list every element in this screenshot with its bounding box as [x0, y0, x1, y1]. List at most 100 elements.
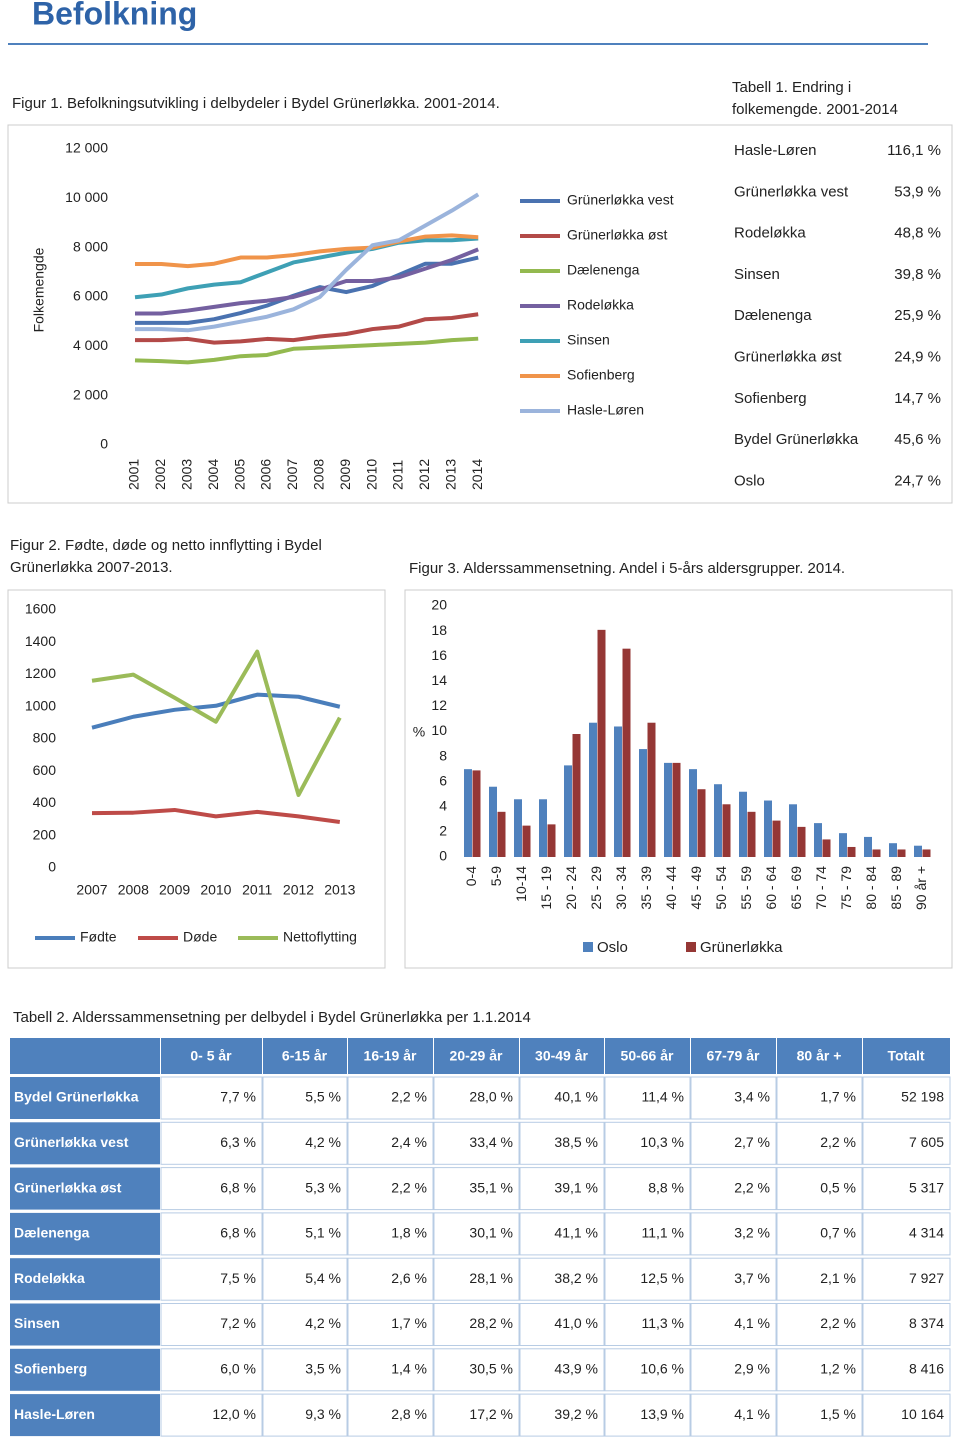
x-tick-label: 2012: [283, 882, 314, 898]
table-cell-bg: [776, 1121, 863, 1165]
table-header-cell: [777, 1038, 862, 1074]
table-cell: 4,1 %: [734, 1406, 770, 1422]
x-tick-label: 2010: [200, 882, 231, 898]
table-cell-bg: [519, 1303, 605, 1346]
row-header-bg: [10, 1303, 160, 1346]
table-cell: 3,4 %: [734, 1089, 770, 1105]
row-header: Rodeløkka: [14, 1270, 85, 1286]
line: [135, 247, 479, 316]
y-tick-label: 16: [431, 647, 447, 663]
table-cell: 7 605: [909, 1134, 944, 1150]
table-cell: 12,5 %: [640, 1270, 684, 1286]
table-cell: 40,1 %: [554, 1089, 598, 1105]
legend-label: Fødte: [80, 929, 117, 945]
table-cell: 38,2 %: [554, 1270, 598, 1286]
table-cell: 2,2 %: [734, 1179, 770, 1195]
bar: [547, 824, 556, 857]
x-tick-label: 2008: [311, 459, 327, 490]
table-cell: 1,7 %: [820, 1089, 856, 1105]
table-cell: 13,9 %: [640, 1406, 684, 1422]
table-cell-bg: [433, 1212, 520, 1256]
table-cell: 35,1 %: [469, 1179, 513, 1195]
table-cell: 7,2 %: [220, 1315, 256, 1331]
table-cell-bg: [519, 1121, 605, 1165]
table-cell: 24,7 %: [894, 472, 941, 489]
table-cell: 2,2 %: [391, 1089, 427, 1105]
table-cell: 10,3 %: [640, 1134, 684, 1150]
y-tick-label: 12 000: [65, 140, 108, 156]
table-cell: 7,7 %: [220, 1089, 256, 1105]
row-header: Grünerløkka øst: [14, 1179, 122, 1195]
table-cell-bg: [433, 1303, 520, 1346]
table-cell-bg: [690, 1348, 777, 1392]
table-title: Tabell 2. Alderssammensetning per delbyd…: [13, 1009, 531, 1026]
row-header: Sinsen: [14, 1315, 60, 1331]
page-title: Befolkning: [32, 0, 197, 31]
table-cell-bg: [776, 1257, 863, 1301]
y-tick-label: 400: [33, 794, 57, 810]
y-axis-label: Folkemengde: [31, 247, 47, 332]
bar: [889, 843, 897, 857]
x-tick-label: 2012: [416, 459, 432, 490]
figure-caption: Figur 1. Befolkningsutvikling i delbydel…: [12, 95, 500, 112]
figure-caption: Figur 2. Fødte, døde og netto innflyttin…: [10, 537, 322, 576]
bar: [814, 823, 822, 857]
table-cell: 6,8 %: [220, 1179, 256, 1195]
table-cell: 7 927: [909, 1270, 944, 1286]
x-tick-label: 2007: [284, 459, 300, 490]
bar: [497, 811, 506, 857]
x-tick-label: 2006: [258, 459, 274, 490]
table-cell-bg: [776, 1076, 863, 1120]
legend-label: Sinsen: [567, 332, 610, 348]
bar: [639, 749, 647, 857]
bar: [464, 769, 472, 857]
x-tick-label: 2004: [205, 459, 221, 490]
x-tick-label: 5-9: [488, 866, 504, 886]
table-cell: 48,8 %: [894, 225, 941, 242]
line: [134, 236, 479, 300]
table-cell: 3,2 %: [734, 1225, 770, 1241]
table-cell-bg: [776, 1303, 863, 1346]
x-tick-label: 55 - 59: [738, 866, 754, 910]
bar: [539, 799, 547, 857]
table-cell-bg: [862, 1393, 951, 1437]
table-header-cell: [434, 1038, 519, 1074]
x-tick-label: 2013: [324, 882, 355, 898]
table-cell: 2,6 %: [391, 1270, 427, 1286]
table-cell: 11,4 %: [641, 1089, 684, 1105]
bar: [714, 784, 722, 857]
table-cell: 4,2 %: [305, 1315, 341, 1331]
x-tick-label: 25 - 29: [588, 866, 604, 910]
bar: [722, 804, 731, 857]
table-cell: 1,7 %: [391, 1315, 427, 1331]
y-tick-label: 10: [431, 722, 447, 738]
y-tick-label: 0: [439, 848, 447, 864]
figure-caption: Figur 3. Alderssammensetning. Andel i 5-…: [409, 560, 845, 577]
table-cell: 33,4 %: [469, 1134, 513, 1150]
table-cell: 2,8 %: [391, 1406, 427, 1422]
table-cell-bg: [160, 1348, 263, 1392]
line: [91, 649, 342, 797]
table-cell-bg: [690, 1076, 777, 1120]
table-cell: 28,1 %: [469, 1270, 513, 1286]
table-cell: 30,5 %: [469, 1361, 513, 1377]
table-header-cell: [520, 1038, 604, 1074]
table-cell-bg: [433, 1167, 520, 1211]
row-header-bg: [10, 1348, 160, 1391]
table-cell-bg: [160, 1121, 263, 1165]
legend-label: Dælenenga: [567, 262, 640, 278]
legend-label: Døde: [183, 929, 217, 945]
x-tick-label: 30 - 34: [613, 866, 629, 910]
table-cell-bg: [604, 1121, 691, 1165]
table-cell-bg: [262, 1167, 348, 1211]
table-cell-bg: [604, 1076, 691, 1120]
x-tick-label: 2007: [76, 882, 107, 898]
table-cell: 3,5 %: [305, 1361, 341, 1377]
table-cell: 5,5 %: [305, 1089, 341, 1105]
table-cell: 1,8 %: [391, 1225, 427, 1241]
x-tick-label: 2009: [337, 459, 353, 490]
x-tick-label: 85 - 89: [888, 866, 904, 910]
row-header-bg: [10, 1258, 160, 1301]
table-cell-bg: [433, 1257, 520, 1301]
